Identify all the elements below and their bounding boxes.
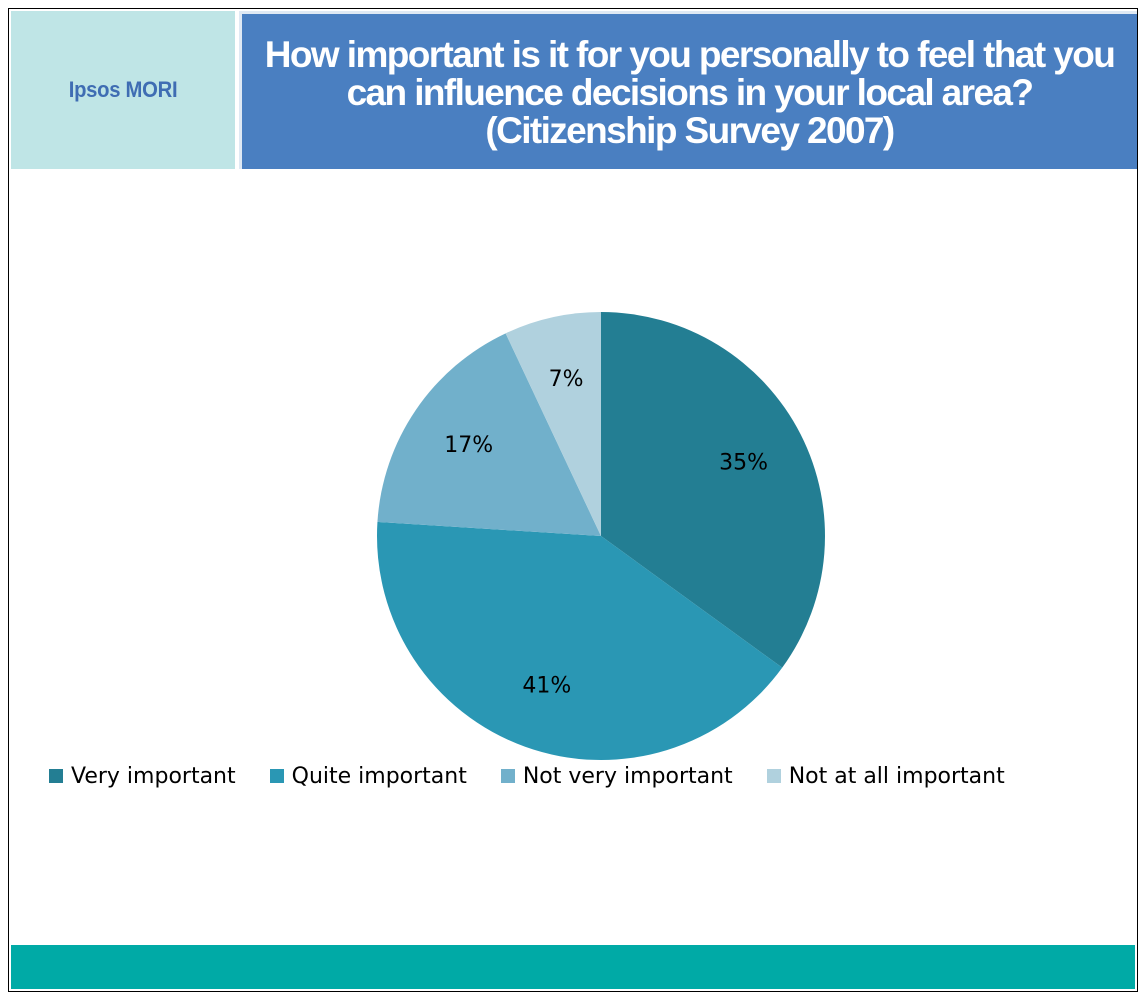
- data-label-not-at-all-important: 7%: [549, 367, 584, 392]
- chart-legend: Very important Quite important Not very im…: [49, 761, 1005, 791]
- data-label-very-important: 35%: [719, 450, 768, 475]
- pie-slice-quite-important: [376, 521, 783, 760]
- legend-swatch: [269, 769, 284, 783]
- pie-slices: [376, 312, 825, 760]
- legend-swatch: [766, 769, 781, 783]
- legend-label: Not very important: [522, 763, 733, 789]
- pie-chart: 35% 41% 17% 7%: [376, 312, 825, 760]
- legend-item-very-important: Very important: [49, 764, 236, 789]
- footer-bar: [11, 945, 1135, 989]
- legend-swatch: [500, 769, 515, 783]
- pie-slice-very-important: [601, 312, 825, 668]
- legend-item-not-very-important: Not very important: [500, 763, 733, 789]
- ipsos-mori-logo: Ipsos MORI: [68, 77, 178, 102]
- legend-item-quite-important: Quite important: [269, 763, 467, 789]
- title-bar: How important is it for you personally t…: [239, 11, 1137, 169]
- data-label-quite-important: 41%: [522, 674, 571, 699]
- data-label-not-very-important: 17%: [444, 433, 493, 458]
- legend-item-not-at-all-important: Not at all important: [766, 763, 1005, 789]
- legend-label: Very important: [71, 763, 236, 789]
- pie-slice-not-very-important: [377, 333, 601, 536]
- legend-swatch: [49, 769, 63, 783]
- legend-label: Not at all important: [788, 763, 1005, 789]
- pie-data-labels: 35% 41% 17% 7%: [444, 367, 768, 699]
- slide: Ipsos MORI How important is it for you p…: [8, 8, 1138, 992]
- pie-slice-not-at-all-important: [505, 312, 601, 536]
- legend-label: Quite important: [291, 763, 467, 789]
- logo-panel: Ipsos MORI: [11, 11, 235, 169]
- chart-title: How important is it for you personally t…: [264, 34, 1116, 151]
